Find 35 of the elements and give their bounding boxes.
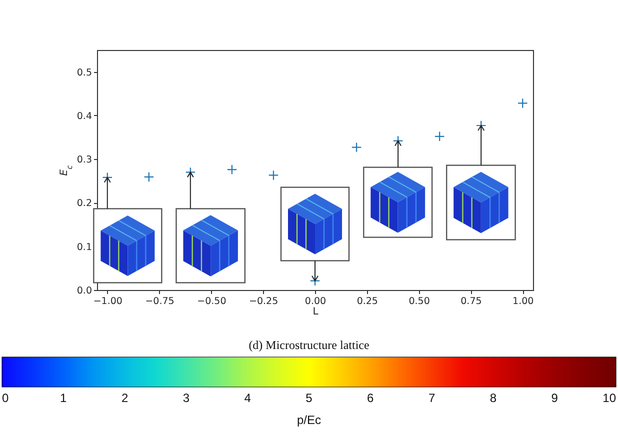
x-axis-title: L xyxy=(312,306,319,318)
color-bar-label: 3 xyxy=(182,391,190,405)
x-tick-label: −0.75 xyxy=(145,296,174,307)
color-bar-label: 9 xyxy=(551,391,558,405)
color-bar-label: 8 xyxy=(490,391,497,405)
point xyxy=(226,164,238,175)
y-tick-label: 0.1 xyxy=(76,242,92,253)
color-bar-label: 6 xyxy=(367,391,374,405)
x-tick-label: −1.00 xyxy=(93,296,122,307)
x-tick-label: 0.75 xyxy=(460,296,482,307)
point xyxy=(144,172,154,182)
point xyxy=(351,142,362,152)
point xyxy=(517,98,528,108)
color-bar-label: 4 xyxy=(244,391,252,405)
color-bar-label: 10 xyxy=(602,391,616,405)
color-bar-label: 1 xyxy=(60,391,68,405)
y-tick-label: 0.3 xyxy=(76,154,92,166)
y-tick-label: 0.5 xyxy=(76,67,92,78)
point xyxy=(268,170,279,180)
point xyxy=(434,131,445,142)
x-tick-label: −0.25 xyxy=(249,296,278,307)
x-tick-label: 0.00 xyxy=(304,296,326,307)
y-tick-label: 0.2 xyxy=(76,198,92,210)
y-tick-label: 0.0 xyxy=(76,286,92,296)
color-bar-label: 5 xyxy=(306,391,313,405)
color-bar-label: 2 xyxy=(121,391,128,405)
y-tick-label: 0.4 xyxy=(76,110,92,122)
x-tick-label: 1.00 xyxy=(512,296,534,307)
text: (d) Microstructure lattice xyxy=(248,338,370,352)
x-tick-label: 0.50 xyxy=(408,296,430,307)
color-bar-label: 0 xyxy=(2,391,9,405)
x-tick-label: 0.25 xyxy=(356,296,378,307)
x-tick-label: −0.50 xyxy=(197,296,226,307)
color-bar-title: p/Ec xyxy=(296,413,322,427)
color-bar-label: 7 xyxy=(428,391,436,405)
